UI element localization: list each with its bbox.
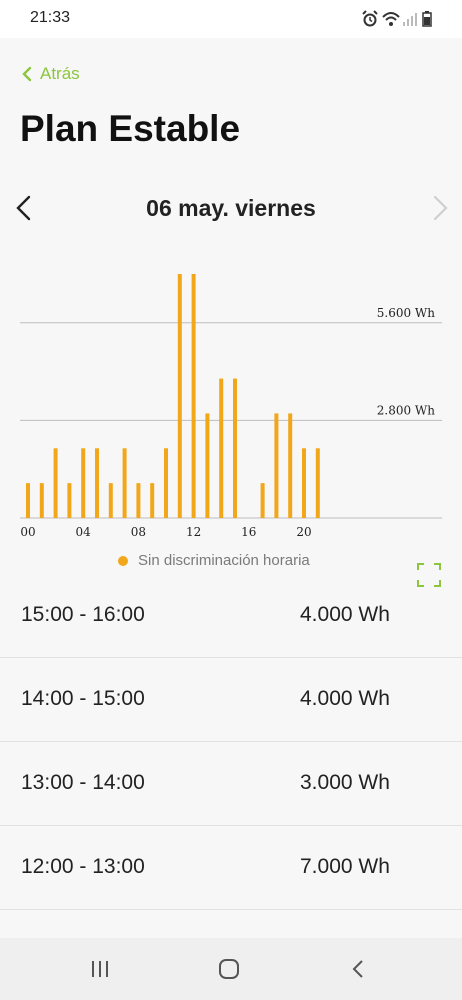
legend-dot (118, 555, 128, 566)
back-icon (352, 960, 363, 978)
status-time: 21:33 (30, 9, 71, 26)
list-item[interactable]: 12:00 - 13:00 7.000 Wh (0, 826, 462, 910)
system-navigation-bar (0, 938, 462, 1000)
x-tick-label: 00 (20, 525, 35, 539)
page-title: Plan Estable (20, 108, 241, 149)
bar-hour-05[interactable] (95, 448, 99, 518)
back-button[interactable]: Atrás (18, 60, 80, 88)
date-label: 06 may. viernes (146, 195, 316, 221)
bar-hour-18[interactable] (274, 413, 279, 518)
chevron-right-icon (433, 195, 448, 221)
consumption-list: 15:00 - 16:00 4.000 Wh 14:00 - 15:00 4.0… (0, 574, 462, 910)
system-back-button[interactable] (342, 952, 376, 986)
home-button[interactable] (212, 952, 246, 986)
battery-icon (422, 11, 432, 27)
bar-hour-06[interactable] (108, 483, 113, 518)
x-tick-label: 04 (76, 525, 92, 539)
bar-hour-17[interactable] (260, 483, 265, 518)
reference-line-label: 2.800 Wh (377, 403, 436, 417)
status-icons (362, 10, 434, 28)
bar-hour-00[interactable] (26, 483, 30, 518)
chart-legend: Sin discriminación horaria (118, 552, 310, 569)
bar-hour-04[interactable] (81, 448, 86, 518)
bar-hour-01[interactable] (39, 483, 44, 518)
bar-hour-15[interactable] (233, 378, 237, 518)
bar-hour-10[interactable] (164, 448, 168, 518)
bar-hour-03[interactable] (67, 483, 72, 518)
recent-apps-icon (92, 961, 108, 977)
home-icon (219, 959, 239, 979)
list-item-time: 12:00 - 13:00 (21, 855, 145, 878)
alarm-icon (362, 10, 378, 27)
list-item[interactable]: 13:00 - 14:00 3.000 Wh (0, 742, 462, 826)
expand-icon (417, 563, 441, 587)
x-tick-label: 20 (296, 525, 311, 539)
bar-hour-20[interactable] (302, 448, 306, 518)
back-label: Atrás (40, 64, 80, 83)
status-bar: 21:33 (0, 0, 462, 38)
list-item[interactable]: 15:00 - 16:00 4.000 Wh (0, 574, 462, 658)
consumption-chart: 5.600 Wh 2.800 Wh 00 04 08 12 16 20 (20, 274, 442, 539)
list-item[interactable]: 14:00 - 15:00 4.000 Wh (0, 658, 462, 742)
list-item-time: 13:00 - 14:00 (21, 771, 145, 794)
expand-chart-button[interactable] (416, 562, 442, 588)
chevron-left-icon (22, 66, 32, 82)
previous-day-button[interactable] (8, 192, 40, 224)
bar-hour-08[interactable] (136, 483, 141, 518)
bar-hour-21[interactable] (315, 448, 320, 518)
x-tick-label: 08 (131, 525, 146, 539)
signal-icon (403, 13, 417, 26)
list-item-value: 3.000 Wh (300, 771, 390, 794)
bar-hour-07[interactable] (122, 448, 127, 518)
legend-label: Sin discriminación horaria (138, 552, 310, 569)
bar-hour-13[interactable] (205, 413, 210, 518)
bar-hour-12[interactable] (191, 274, 196, 518)
bar-hour-09[interactable] (150, 483, 155, 518)
x-tick-label: 12 (186, 525, 201, 539)
list-item-value: 4.000 Wh (300, 687, 390, 710)
list-item-time: 15:00 - 16:00 (21, 603, 145, 626)
reference-line-label: 5.600 Wh (377, 306, 436, 320)
x-tick-label: 16 (241, 525, 256, 539)
bar-hour-02[interactable] (53, 448, 58, 518)
chevron-left-icon (16, 195, 31, 221)
list-item-value: 7.000 Wh (300, 855, 390, 878)
bar-hour-19[interactable] (288, 413, 293, 518)
recent-apps-button[interactable] (83, 952, 117, 986)
bar-hour-11[interactable] (177, 274, 182, 518)
list-item-value: 4.000 Wh (300, 603, 390, 626)
wifi-icon (382, 12, 400, 26)
list-item-time: 14:00 - 15:00 (21, 687, 145, 710)
bar-hour-14[interactable] (219, 378, 224, 518)
next-day-button[interactable] (424, 192, 456, 224)
